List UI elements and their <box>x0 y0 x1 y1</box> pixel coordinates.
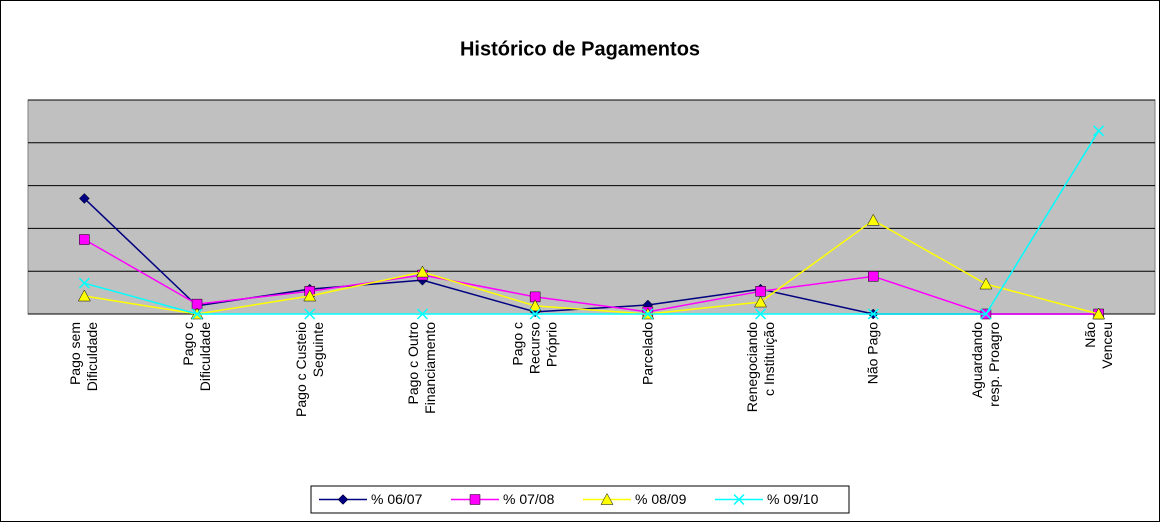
marker <box>529 308 541 320</box>
legend: % 06/07 % 07/08 % 08/09 % 09/10 <box>310 485 850 514</box>
marker <box>77 289 91 302</box>
marker <box>868 271 879 282</box>
marker <box>79 234 90 245</box>
marker <box>528 299 542 312</box>
legend-label: % 09/10 <box>767 491 819 507</box>
marker <box>642 308 654 320</box>
marker <box>78 193 90 204</box>
marker <box>755 308 767 320</box>
x-tick-label: Pago sem Dificuldade <box>67 322 101 392</box>
x-tick-label: Pago c Custeio Seguinte <box>292 322 326 417</box>
marker <box>754 295 767 308</box>
x-tick-label: Pago c Dificuldade <box>180 322 214 392</box>
marker <box>416 308 428 320</box>
x-tick-label: Pago c Recurso Próprio <box>509 322 560 375</box>
chart-title: Histórico de Pagamentos <box>460 38 700 60</box>
series <box>77 213 1106 320</box>
x-tick-label: Pago c Outro Financiamento <box>405 322 439 414</box>
marker <box>1092 307 1106 320</box>
x-tick-label: Não Pago <box>864 322 881 385</box>
marker <box>979 277 993 290</box>
series <box>78 125 1105 320</box>
line <box>84 130 1100 315</box>
marker <box>337 494 349 505</box>
marker <box>191 308 203 320</box>
line <box>83 238 1099 315</box>
marker <box>755 286 766 297</box>
plot-area <box>27 99 1156 315</box>
legend-label: % 07/08 <box>503 491 555 507</box>
marker <box>416 265 429 278</box>
legend-label: % 06/07 <box>371 491 423 507</box>
legend-label: % 08/09 <box>635 491 687 507</box>
marker <box>303 289 317 302</box>
marker <box>866 213 880 226</box>
x-tick-label: Renegociando c Instituição <box>743 322 777 413</box>
marker <box>600 492 614 505</box>
marker <box>304 308 316 320</box>
x-tick-label: Parcelado <box>639 322 656 386</box>
x-tick-label: Não Venceu <box>1081 322 1115 369</box>
marker <box>867 308 879 320</box>
marker <box>1093 125 1105 137</box>
x-tick-label: Aguardando resp. Proagro <box>968 322 1002 407</box>
marker <box>78 277 90 289</box>
line <box>84 219 1099 315</box>
marker <box>733 493 745 506</box>
marker <box>529 291 541 303</box>
marker <box>980 308 992 320</box>
marker <box>469 494 481 505</box>
